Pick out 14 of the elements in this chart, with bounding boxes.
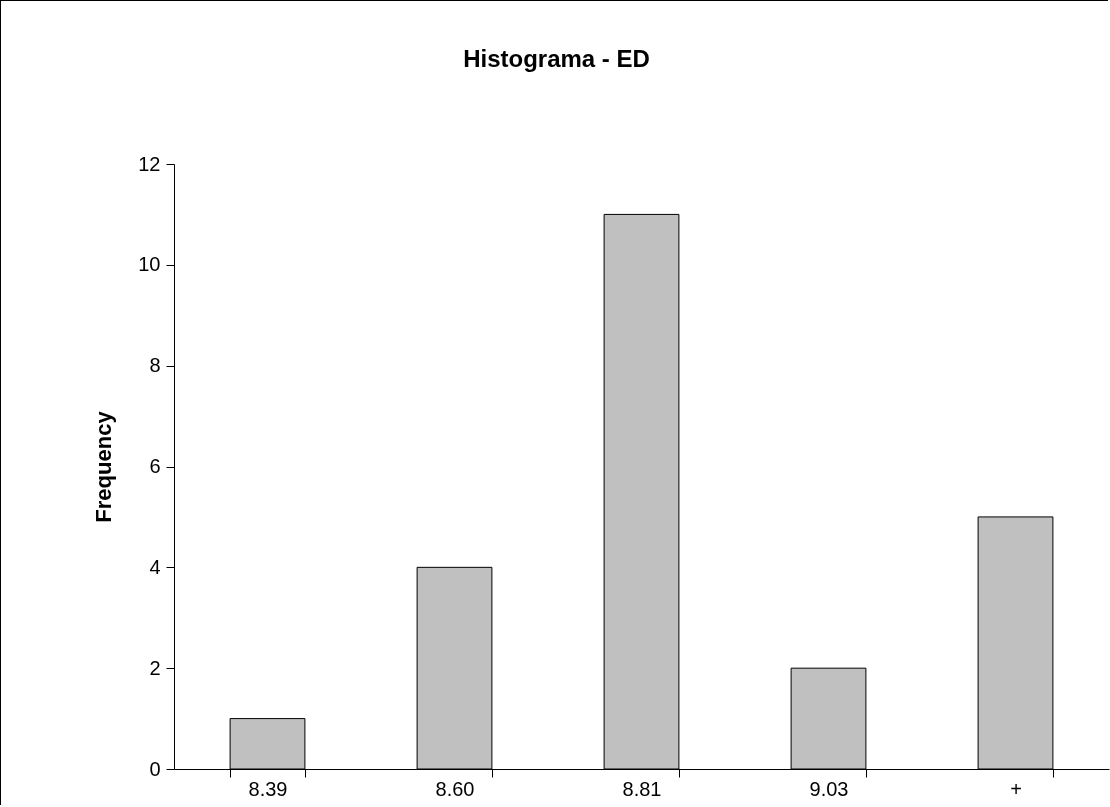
x-tick-label: 8.39 (248, 777, 288, 800)
y-tick-label: 12 (138, 152, 161, 175)
x-tick-label: + (1010, 777, 1022, 800)
y-tick-label: 4 (149, 555, 161, 578)
y-tick-label: 8 (149, 354, 161, 377)
y-tick-label: 2 (149, 656, 161, 679)
x-tick-label: 9.03 (809, 777, 849, 800)
y-tick-label: 0 (149, 757, 161, 780)
chart-title: Histograma - ED (463, 45, 650, 72)
y-tick-label: 10 (138, 253, 161, 276)
y-tick-label: 6 (149, 455, 161, 477)
x-tick-label: 8.81 (622, 777, 662, 800)
y-axis-title: Frequency (91, 410, 117, 523)
x-tick-label: 8.60 (435, 777, 475, 800)
